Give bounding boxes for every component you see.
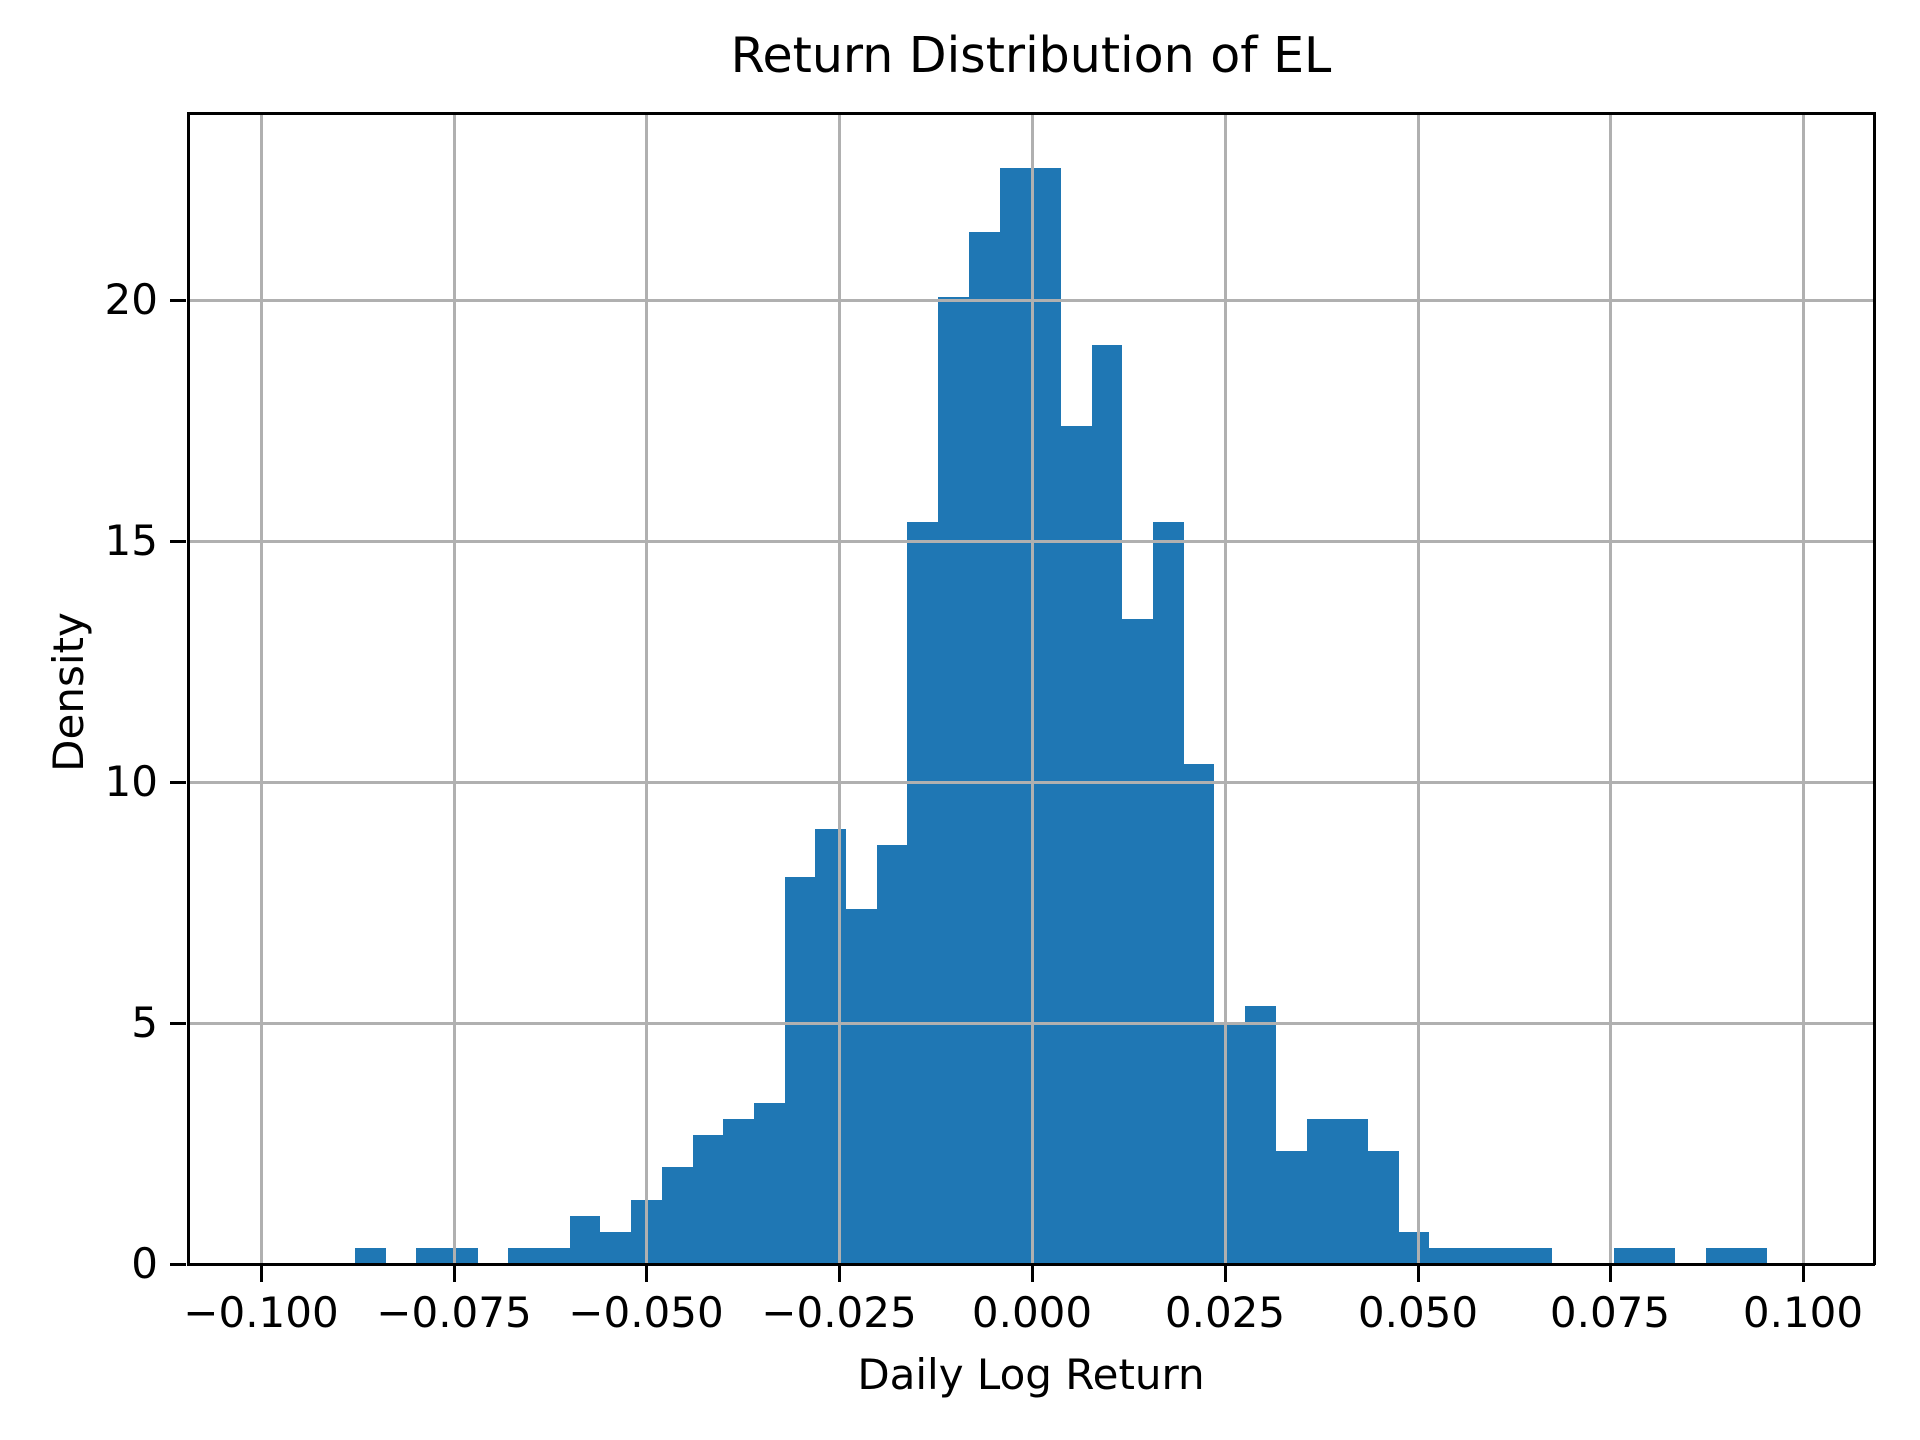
histogram-bar (1276, 1151, 1307, 1264)
histogram-bar (1736, 1248, 1767, 1264)
y-tick-label: 5 (131, 998, 158, 1047)
histogram-bar (1307, 1119, 1337, 1264)
x-tick-label: 0.025 (1164, 1288, 1286, 1337)
histogram-bar (785, 877, 815, 1264)
histogram-bar (1092, 345, 1122, 1264)
histogram-bar (1706, 1248, 1736, 1264)
y-axis-label: Density (44, 612, 93, 772)
histogram-bar (355, 1248, 386, 1264)
histogram-bar (938, 297, 969, 1264)
histogram-bar (1061, 426, 1092, 1264)
histogram-bar (907, 522, 938, 1264)
histogram-bar (846, 909, 877, 1264)
x-tick (1224, 1266, 1227, 1282)
histogram-bar (1399, 1232, 1429, 1264)
y-tick (170, 540, 186, 543)
x-tick (260, 1266, 263, 1282)
histogram-bar (600, 1232, 631, 1264)
x-tick (1609, 1266, 1612, 1282)
x-tick (645, 1266, 648, 1282)
y-tick (170, 781, 186, 784)
histogram-bar (508, 1248, 539, 1264)
spine-bottom (187, 1263, 1875, 1266)
x-axis-label: Daily Log Return (857, 1350, 1205, 1399)
y-tick-label: 10 (104, 757, 158, 806)
histogram-bar (1521, 1248, 1552, 1264)
y-tick-label: 15 (104, 516, 158, 565)
histogram-bar (1644, 1248, 1675, 1264)
gridline-vertical (1031, 113, 1034, 1264)
x-tick-label: 0.100 (1742, 1288, 1864, 1337)
y-tick-label: 0 (131, 1239, 158, 1288)
histogram-bar (723, 1119, 754, 1264)
x-tick (1031, 1266, 1034, 1282)
histogram-bar (447, 1248, 478, 1264)
x-tick-label: −0.075 (376, 1288, 532, 1337)
gridline-vertical (1802, 113, 1805, 1264)
y-tick-label: 20 (104, 275, 158, 324)
histogram-bar (693, 1135, 723, 1264)
histogram-bar (1122, 619, 1153, 1264)
histogram-bar (1184, 764, 1214, 1264)
x-tick-label: 0.050 (1357, 1288, 1479, 1337)
x-tick-label: −0.100 (183, 1288, 339, 1337)
histogram-bar (1368, 1151, 1399, 1264)
histogram-bar (1030, 168, 1061, 1264)
histogram-bar (969, 232, 1000, 1264)
histogram-bar (1337, 1119, 1368, 1264)
histogram-bar (1491, 1248, 1521, 1264)
histogram-bar (1000, 168, 1030, 1264)
histogram-bar (1614, 1248, 1644, 1264)
histogram-bar (662, 1167, 693, 1264)
x-tick-label: 0.000 (971, 1288, 1093, 1337)
y-tick (170, 299, 186, 302)
x-tick-label: 0.075 (1549, 1288, 1671, 1337)
gridline-vertical (1417, 113, 1420, 1264)
histogram-bar (1429, 1248, 1460, 1264)
histogram-bar (815, 829, 846, 1264)
histogram-bar (1460, 1248, 1491, 1264)
x-tick (838, 1266, 841, 1282)
histogram-bar (570, 1216, 600, 1264)
x-tick-label: −0.050 (568, 1288, 724, 1337)
gridline-vertical (453, 113, 456, 1264)
histogram-bar (754, 1103, 785, 1264)
x-tick (453, 1266, 456, 1282)
chart-title: Return Distribution of EL (730, 27, 1332, 84)
x-tick (1417, 1266, 1420, 1282)
y-tick (170, 1263, 186, 1266)
histogram-bar (1245, 1006, 1276, 1264)
spine-right (1873, 112, 1876, 1265)
histogram-bar (416, 1248, 447, 1264)
gridline-horizontal (188, 781, 1874, 784)
gridline-vertical (838, 113, 841, 1264)
gridline-vertical (1224, 113, 1227, 1264)
x-tick (1802, 1266, 1805, 1282)
histogram-bar (1214, 1022, 1245, 1264)
y-tick (170, 1022, 186, 1025)
gridline-vertical (260, 113, 263, 1264)
x-tick-label: −0.025 (761, 1288, 917, 1337)
spine-top (187, 112, 1875, 115)
histogram-bar (539, 1248, 570, 1264)
gridline-vertical (645, 113, 648, 1264)
gridline-horizontal (188, 299, 1874, 302)
gridline-vertical (1609, 113, 1612, 1264)
gridline-horizontal (188, 1022, 1874, 1025)
spine-left (187, 112, 190, 1265)
histogram-bar (1153, 522, 1184, 1264)
histogram-bar (877, 845, 907, 1264)
gridline-horizontal (188, 540, 1874, 543)
